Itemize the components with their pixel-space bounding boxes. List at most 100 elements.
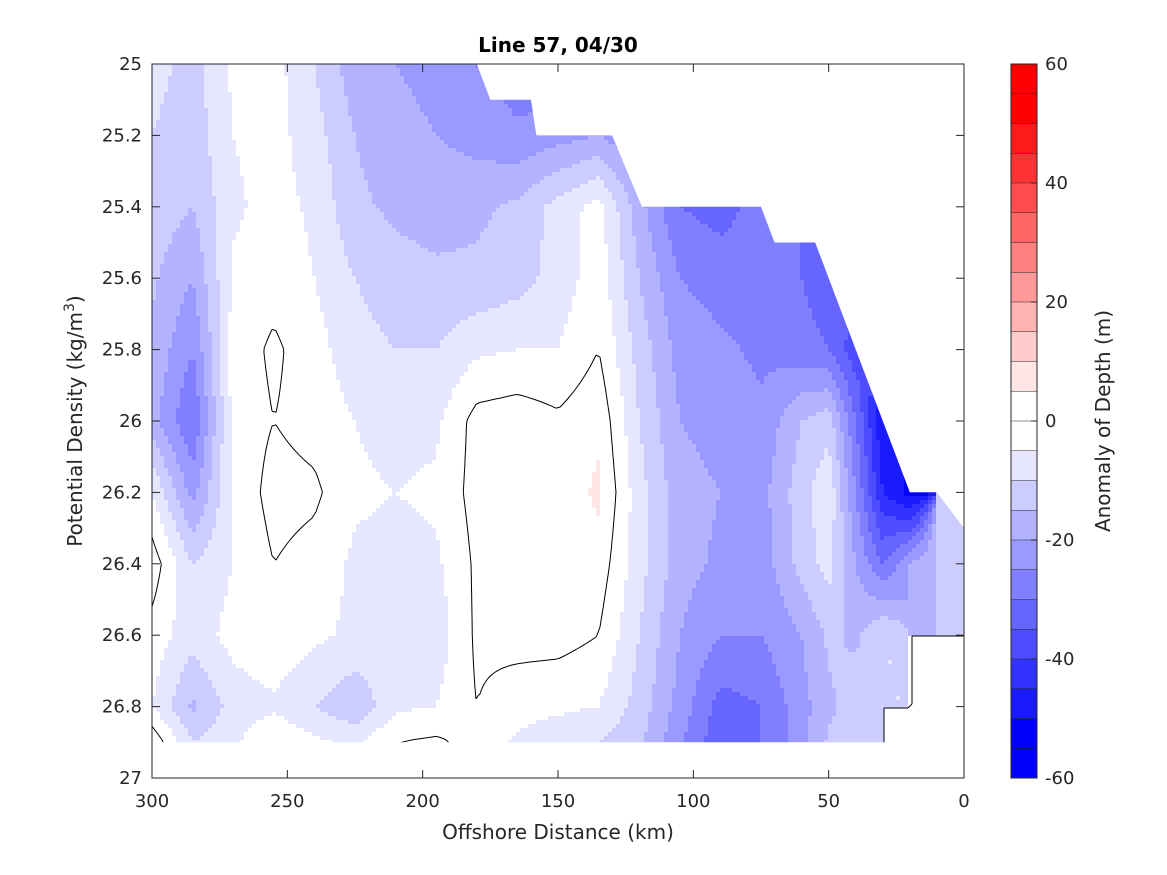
anomaly-cell xyxy=(212,100,217,105)
anomaly-cell xyxy=(176,84,181,89)
anomaly-cell xyxy=(260,84,265,89)
anomaly-cell xyxy=(212,80,217,85)
anomaly-cell xyxy=(392,84,397,89)
anomaly-cell xyxy=(224,92,229,97)
anomaly-cell xyxy=(416,64,421,69)
anomaly-cell xyxy=(484,96,489,101)
anomaly-cell xyxy=(208,100,213,105)
anomaly-cell xyxy=(208,64,213,69)
anomaly-cell xyxy=(316,104,321,109)
anomaly-cell xyxy=(280,104,285,109)
anomaly-cell xyxy=(312,64,317,69)
anomaly-cell xyxy=(440,108,445,113)
anomaly-cell xyxy=(384,72,389,77)
anomaly-cell xyxy=(260,96,265,101)
anomaly-cell xyxy=(192,76,197,81)
anomaly-cell xyxy=(288,72,293,77)
anomaly-cell xyxy=(292,88,297,93)
anomaly-cell xyxy=(364,100,369,105)
anomaly-cell xyxy=(444,96,449,101)
anomaly-cell xyxy=(224,108,229,113)
anomaly-cell xyxy=(296,104,301,109)
anomaly-cell xyxy=(244,88,249,93)
anomaly-cell xyxy=(228,104,233,109)
anomaly-cell xyxy=(272,76,277,81)
anomaly-cell xyxy=(400,104,405,109)
anomaly-cell xyxy=(464,104,469,109)
anomaly-cell xyxy=(176,104,181,109)
anomaly-cell xyxy=(420,108,425,113)
anomaly-cell xyxy=(416,108,421,113)
anomaly-cell xyxy=(428,112,433,117)
anomaly-cell xyxy=(464,88,469,93)
anomaly-cell xyxy=(244,112,249,117)
anomaly-cell xyxy=(192,72,197,77)
anomaly-cell xyxy=(356,92,361,97)
anomaly-cell xyxy=(304,100,309,105)
anomaly-cell xyxy=(396,68,401,73)
anomaly-cell xyxy=(424,80,429,85)
anomaly-cell xyxy=(476,80,481,85)
anomaly-cell xyxy=(448,64,453,69)
anomaly-cell xyxy=(200,104,205,109)
anomaly-cell xyxy=(152,84,157,89)
anomaly-cell xyxy=(176,72,181,77)
anomaly-cell xyxy=(476,104,481,109)
anomaly-cell xyxy=(388,88,393,93)
anomaly-cell xyxy=(340,104,345,109)
anomaly-cell xyxy=(384,108,389,113)
anomaly-cell xyxy=(204,80,209,85)
anomaly-cell xyxy=(480,100,485,105)
anomaly-cell xyxy=(164,88,169,93)
anomaly-cell xyxy=(264,64,269,69)
anomaly-cell xyxy=(524,100,529,105)
anomaly-cell xyxy=(212,76,217,81)
anomaly-cell xyxy=(392,80,397,85)
anomaly-cell xyxy=(324,72,329,77)
anomaly-cell xyxy=(288,68,293,73)
anomaly-cell xyxy=(472,80,477,85)
anomaly-cell xyxy=(264,84,269,89)
anomaly-cell xyxy=(468,68,473,73)
anomaly-cell xyxy=(344,88,349,93)
anomaly-cell xyxy=(244,64,249,69)
anomaly-cell xyxy=(164,64,169,69)
anomaly-cell xyxy=(208,84,213,89)
anomaly-cell xyxy=(324,84,329,89)
anomaly-cell xyxy=(436,100,441,105)
anomaly-cell xyxy=(364,112,369,117)
anomaly-cell xyxy=(376,88,381,93)
anomaly-cell xyxy=(220,76,225,81)
anomaly-cell xyxy=(476,92,481,97)
anomaly-cell xyxy=(228,96,233,101)
anomaly-cell xyxy=(440,76,445,81)
anomaly-cell xyxy=(268,104,273,109)
anomaly-cell xyxy=(396,104,401,109)
anomaly-cell xyxy=(244,96,249,101)
anomaly-cell xyxy=(448,96,453,101)
anomaly-cell xyxy=(232,108,237,113)
anomaly-cell xyxy=(472,104,477,109)
anomaly-cell xyxy=(460,96,465,101)
anomaly-cell xyxy=(160,104,165,109)
anomaly-cell xyxy=(368,88,373,93)
anomaly-cell xyxy=(424,108,429,113)
anomaly-cell xyxy=(376,96,381,101)
anomaly-cell xyxy=(436,72,441,77)
anomaly-cell xyxy=(256,88,261,93)
anomaly-cell xyxy=(408,100,413,105)
anomaly-cell xyxy=(404,64,409,69)
anomaly-cell xyxy=(296,88,301,93)
anomaly-cell xyxy=(476,76,481,81)
anomaly-cell xyxy=(324,80,329,85)
anomaly-cell xyxy=(372,80,377,85)
anomaly-cell xyxy=(288,96,293,101)
anomaly-cell xyxy=(456,64,461,69)
anomaly-cell xyxy=(384,80,389,85)
anomaly-cell xyxy=(308,84,313,89)
anomaly-cell xyxy=(260,72,265,77)
anomaly-cell xyxy=(276,80,281,85)
anomaly-cell xyxy=(312,84,317,89)
anomaly-cell xyxy=(284,108,289,113)
anomaly-cell xyxy=(296,112,301,117)
